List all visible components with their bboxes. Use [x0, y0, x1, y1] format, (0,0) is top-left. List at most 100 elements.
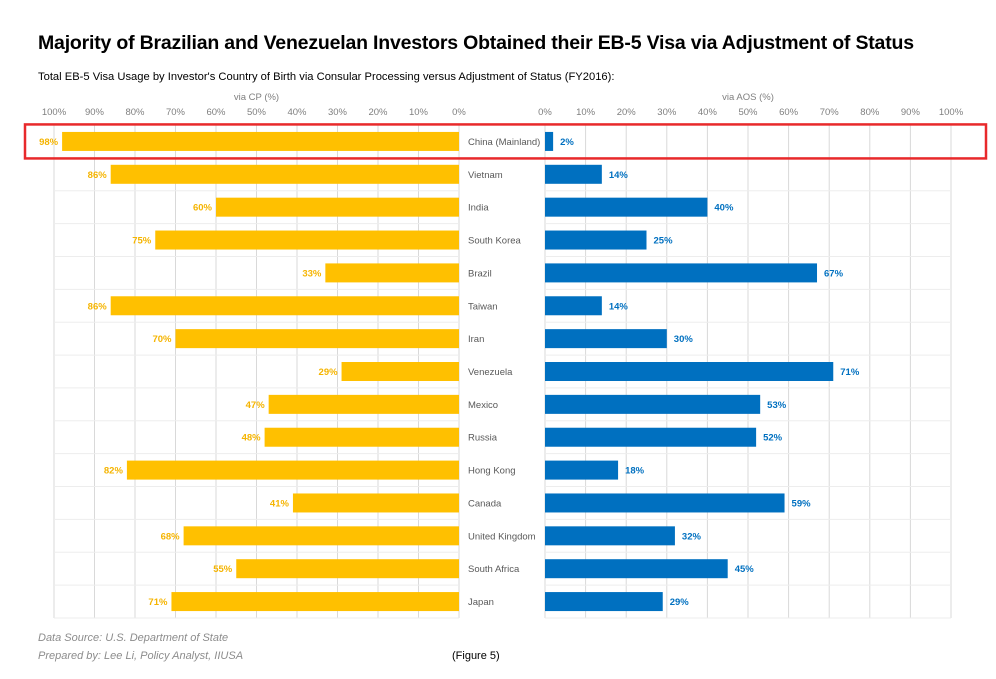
cp-data-label: 41% [270, 498, 290, 509]
highlight-box [23, 123, 988, 160]
cp-data-label: 60% [193, 203, 213, 214]
cp-bar [62, 131, 459, 151]
cp-data-label: 70% [152, 334, 172, 345]
right-axis-tick-label: 30% [657, 107, 677, 118]
prepared-by-note: Prepared by: Lee Li, Policy Analyst, IIU… [38, 650, 244, 662]
left-axis-tick-label: 40% [287, 107, 307, 118]
aos-data-label: 59% [792, 498, 812, 509]
aos-bar [545, 592, 663, 612]
aos-data-label: 32% [682, 531, 702, 542]
category-label: China (Mainland) [468, 137, 540, 148]
right-axis-tick-label: 60% [779, 107, 799, 118]
cp-data-label: 86% [88, 301, 108, 312]
data-source-note: Data Source: U.S. Department of State [38, 632, 229, 644]
cp-bar [155, 230, 459, 250]
aos-data-label: 29% [670, 597, 690, 608]
cp-data-label: 71% [148, 597, 168, 608]
category-label: Japan [468, 597, 494, 608]
cp-bar [268, 394, 459, 414]
category-label: Vietnam [468, 170, 503, 181]
cp-bar [171, 592, 459, 612]
left-axis-tick-label: 50% [247, 107, 267, 118]
aos-bar [545, 197, 708, 217]
left-axis-tick-label: 30% [328, 107, 348, 118]
aos-data-label: 14% [609, 301, 629, 312]
cp-bar [236, 559, 459, 579]
aos-data-label: 2% [560, 137, 574, 148]
left-axis-tick-label: 10% [409, 107, 429, 118]
right-axis-tick-label: 80% [860, 107, 880, 118]
cp-data-label: 82% [104, 466, 124, 477]
aos-bar [545, 164, 602, 184]
aos-data-label: 71% [840, 367, 860, 378]
cp-bar [341, 362, 459, 381]
right-axis-tick-label: 10% [576, 107, 596, 118]
category-label: Canada [468, 498, 502, 509]
aos-data-label: 18% [625, 466, 645, 477]
aos-data-label: 67% [824, 268, 844, 279]
cp-data-label: 47% [246, 400, 266, 411]
category-label: Mexico [468, 400, 498, 411]
category-label: United Kingdom [468, 531, 536, 542]
aos-data-label: 40% [714, 203, 734, 214]
cp-data-label: 98% [39, 137, 59, 148]
category-label: Iran [468, 334, 484, 345]
cp-data-label: 68% [161, 531, 181, 542]
left-axis-tick-label: 100% [42, 107, 67, 118]
right-axis-tick-label: 20% [617, 107, 637, 118]
aos-bar [545, 263, 818, 283]
aos-data-label: 52% [763, 433, 783, 444]
left-axis-title: via CP (%) [234, 92, 279, 103]
chart-subtitle: Total EB-5 Visa Usage by Investor's Coun… [38, 71, 615, 83]
aos-bar [545, 427, 757, 447]
category-label: Russia [468, 433, 498, 444]
aos-bar [545, 296, 602, 316]
cp-bar [175, 329, 459, 349]
right-axis-tick-label: 0% [538, 107, 552, 118]
right-axis-title: via AOS (%) [722, 92, 774, 103]
cp-bar [325, 263, 459, 283]
aos-bar [545, 131, 554, 151]
left-axis-tick-label: 90% [85, 107, 105, 118]
cp-bar [110, 164, 459, 184]
left-axis-tick-label: 0% [452, 107, 466, 118]
cp-data-label: 55% [213, 564, 233, 575]
aos-data-label: 14% [609, 170, 629, 181]
category-label: Venezuela [468, 367, 513, 378]
category-label: South Africa [468, 564, 520, 575]
left-axis-tick-label: 70% [166, 107, 186, 118]
category-label: Brazil [468, 268, 492, 279]
left-axis-tick-label: 80% [125, 107, 145, 118]
cp-bar [126, 460, 460, 480]
aos-bar [545, 493, 785, 513]
cp-bar [264, 427, 459, 447]
category-label: India [468, 203, 489, 214]
right-axis-tick-label: 100% [939, 107, 964, 118]
aos-bar [545, 329, 667, 349]
chart-title: Majority of Brazilian and Venezuelan Inv… [38, 32, 914, 54]
aos-bar [545, 230, 647, 250]
aos-bar [545, 460, 619, 480]
right-axis-tick-label: 50% [738, 107, 758, 118]
right-axis-tick-label: 70% [820, 107, 840, 118]
cp-bar [292, 493, 459, 513]
cp-data-label: 75% [132, 236, 152, 247]
cp-data-label: 29% [319, 367, 339, 378]
cp-bar [183, 526, 459, 546]
cp-data-label: 48% [242, 433, 262, 444]
figure-number: (Figure 5) [452, 650, 500, 662]
category-label: Taiwan [468, 301, 498, 312]
aos-data-label: 53% [767, 400, 787, 411]
aos-data-label: 45% [735, 564, 755, 575]
aos-bar [545, 362, 834, 381]
left-axis-tick-label: 20% [368, 107, 388, 118]
aos-data-label: 30% [674, 334, 694, 345]
aos-bar [545, 559, 728, 579]
category-label: South Korea [468, 236, 522, 247]
cp-bar [110, 296, 459, 316]
right-axis-tick-label: 40% [698, 107, 718, 118]
left-axis-tick-label: 60% [206, 107, 226, 118]
aos-bar [545, 394, 761, 414]
cp-data-label: 33% [302, 268, 322, 279]
